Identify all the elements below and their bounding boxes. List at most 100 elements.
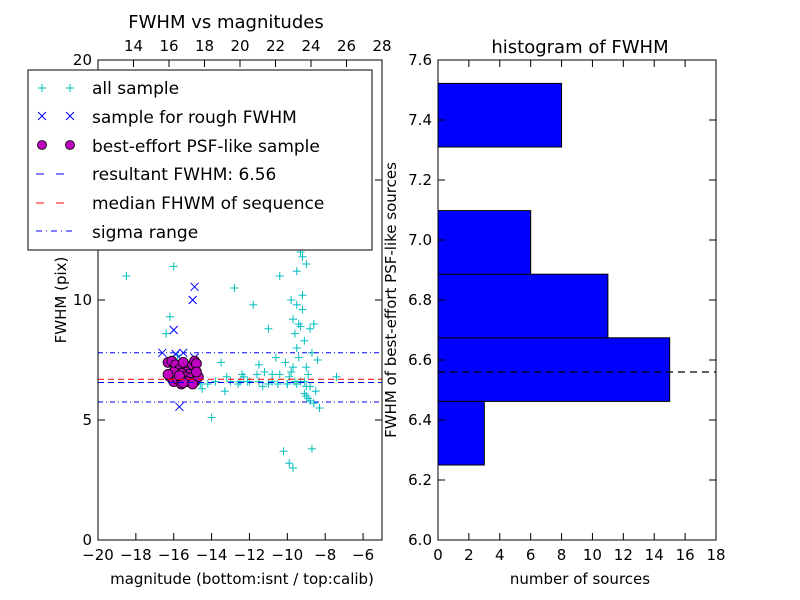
top-x-tick-label: 14 [124,37,143,55]
all-sample-point [292,344,301,352]
x-tick-label: 2 [464,546,474,564]
legend-marker-all-sample [38,84,74,92]
all-sample-point [220,387,229,396]
top-x-tick-label: 26 [337,37,356,55]
all-sample-point [275,370,284,379]
histogram-bar [437,210,532,275]
scatter-data-layer [122,188,341,472]
x-tick-label: −20 [82,546,114,564]
x-tick-label: 12 [614,546,633,564]
all-sample-point [302,363,311,372]
y-tick-label: 6.0 [408,531,432,549]
scatter-hlines [98,352,382,403]
histogram-bar [437,400,485,466]
all-sample-point [294,353,303,362]
y-tick-label: 6.4 [408,411,432,429]
all-sample-point [275,272,284,280]
histogram-ylabel: FWHM of best-effort PSF-like sources [382,162,400,438]
all-sample-point [243,377,252,386]
all-sample-point [283,380,292,388]
y-tick-label: 10 [73,291,92,309]
top-x-tick-label: 20 [230,37,249,55]
all-sample-point [306,324,315,333]
top-x-tick-label: 18 [195,37,214,55]
all-sample-point [260,368,269,376]
all-sample-point [264,324,273,333]
all-sample-point [289,315,298,324]
all-sample-point [302,382,311,391]
x-tick-label: −6 [352,546,374,564]
x-tick-label: −8 [314,546,336,564]
all-sample-point [254,360,263,369]
all-sample-point [300,377,309,386]
all-sample-point [290,329,299,338]
top-x-tick-label: 22 [266,37,285,55]
legend-marker-psf-sample [37,140,75,150]
all-sample-point [287,368,296,376]
legend-label: resultant FWHM: 6.56 [92,165,276,185]
all-sample-point [332,372,341,381]
x-tick-label: 18 [706,546,725,564]
all-sample-point [122,272,131,280]
histogram-bar [437,337,671,402]
y-tick-label: 7.0 [408,231,432,249]
x-tick-label: −18 [120,546,152,564]
legend: all sample sample for rough FWHM best-ef… [27,69,373,251]
legend-label: median FHWM of sequence [92,194,324,214]
y-tick-label: 6.8 [408,291,432,309]
all-sample-point [292,267,301,276]
all-sample-point [300,336,309,345]
all-sample-point [165,312,174,321]
all-sample-point [253,370,262,379]
histogram-bar [437,82,563,148]
x-tick-label: 6 [526,546,536,564]
all-sample-point [162,329,171,338]
all-sample-point [298,305,307,314]
all-sample-point [313,356,322,364]
x-tick-label: 0 [433,546,443,564]
histogram-axis-ticks: 0 2 4 6 8 10 12 14 16 18 6.0 6.2 6.4 6.6 6.8 7.0 7.2 7.4 7… [408,51,725,564]
histogram-xlabel: number of sources [510,570,650,588]
all-sample-point [230,284,239,292]
psf-sample-point [174,370,185,382]
all-sample-point [287,296,296,304]
legend-label: all sample [92,79,179,99]
y-tick-label: 7.6 [408,51,432,69]
all-sample-point [211,377,220,386]
all-sample-point [304,370,313,379]
all-sample-point [285,459,294,468]
all-sample-point [222,372,231,381]
all-sample-point [273,380,282,388]
scatter-title: FWHM vs magnitudes [128,12,323,33]
rough-sample-point [190,282,199,292]
all-sample-point [311,387,320,396]
x-tick-label: 16 [676,546,695,564]
all-sample-point [258,382,267,391]
y-tick-label: 0 [82,531,92,549]
rough-sample-point [188,295,198,305]
all-sample-point [309,399,318,408]
histogram-bars [437,82,671,466]
all-sample-point [203,380,212,388]
y-tick-label: 5 [82,411,92,429]
x-tick-label: −16 [158,546,190,564]
all-sample-point [315,404,324,412]
all-sample-point [292,300,301,309]
scatter-panel: −20−18−16−14−12−10−8−6051015201416182022… [27,12,392,588]
all-sample-point [279,447,288,456]
all-sample-point [264,380,273,388]
all-sample-point [268,370,277,379]
y-tick-label: 20 [73,51,92,69]
all-sample-point [298,291,307,300]
x-tick-label: 14 [645,546,664,564]
all-sample-point [198,384,207,393]
rough-sample-point [175,402,184,412]
all-sample-point [207,413,216,422]
legend-label: sigma range [92,223,198,243]
histogram-bar [437,273,609,339]
legend-box [27,69,373,251]
psf-sample-point [162,368,174,380]
all-sample-point [169,262,178,271]
scatter-xlabel: magnitude (bottom:isnt / top:calib) [110,570,374,588]
